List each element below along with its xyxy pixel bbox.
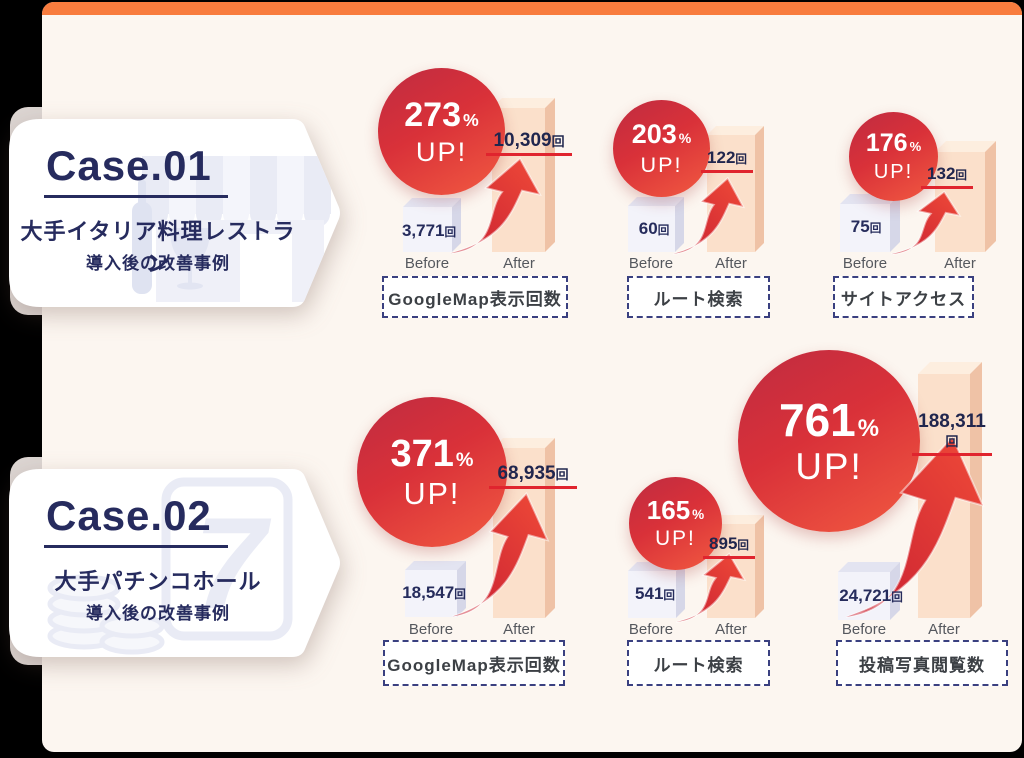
accent-top-bar [42,2,1022,15]
before-label: Before [408,621,454,638]
after-value: 895回 [703,535,755,559]
case-01-title: Case.01 [44,143,228,199]
percent-badge: 761% UP! [738,350,920,532]
metric-box: 投稿写真閲覧数 [836,640,1008,686]
before-value: 60回 [638,219,670,238]
growth-arrow-icon [673,552,749,624]
case-02-card: 7 Case.02 大手パチンコホール 導入後の改善事例 [4,466,348,660]
after-label: After [928,621,960,638]
before-value: 18,547回 [402,583,466,602]
growth-arrow-icon [888,190,964,256]
case-01-subtitle: 大手イタリア料理レストラン [20,219,296,276]
before-bar [628,197,684,252]
case-02-subtitle: 大手パチンコホール [54,569,262,594]
before-label: Before [842,255,888,272]
slot-seven-icon: 7 [161,477,293,641]
metric-box: GoogleMap表示回数 [383,640,565,686]
case-card-chevron-shape [9,119,340,307]
before-bar [840,194,900,252]
before-bar [405,561,466,617]
case-card-chevron-shape: 7 [9,469,340,657]
after-bar [707,126,764,252]
after-value: 132回 [921,165,973,189]
wine-icon [132,180,210,294]
growth-arrow-icon [448,490,554,620]
after-label: After [715,255,747,272]
after-label: After [503,621,535,638]
coins-icon [47,574,165,655]
metric-box: GoogleMap表示回数 [382,276,568,318]
growth-arrow-icon [840,432,992,622]
before-label: Before [628,255,674,272]
after-label: After [944,255,976,272]
metric-box: サイトアクセス [833,276,974,318]
after-value: 122回 [701,149,753,173]
storefront-icon [132,156,331,302]
metric-box: ルート検索 [627,640,770,686]
before-bar [403,198,461,252]
case-02-title: Case.02 [44,493,228,549]
case-01-note: 導入後の改善事例 [86,254,230,273]
growth-arrow-icon [446,156,546,256]
after-label: After [503,255,535,272]
percent-badge: 176% UP! [849,112,938,201]
before-label: Before [404,255,450,272]
metric-box: ルート検索 [627,276,770,318]
case-01-card: Case.01 大手イタリア料理レストラン 導入後の改善事例 [4,116,348,310]
after-value: 68,935回 [489,464,577,489]
before-value: 3,771回 [401,221,457,240]
percent-badge: 165% UP! [629,477,722,570]
before-value: 541回 [635,584,675,603]
before-label: Before [628,621,674,638]
after-value: 10,309回 [486,131,572,156]
after-label: After [715,621,747,638]
svg-text:7: 7 [194,490,272,636]
before-label: Before [841,621,887,638]
growth-arrow-icon [670,176,748,256]
after-value: 188,311回 [912,412,992,456]
before-value: 24,721回 [839,586,903,605]
percent-badge: 371% UP! [357,397,507,547]
percent-badge: 273% UP! [378,68,505,195]
percent-badge: 203% UP! [613,100,710,197]
before-bar [628,562,685,618]
before-value: 75回 [850,217,882,236]
case-02-note: 導入後の改善事例 [86,604,230,623]
